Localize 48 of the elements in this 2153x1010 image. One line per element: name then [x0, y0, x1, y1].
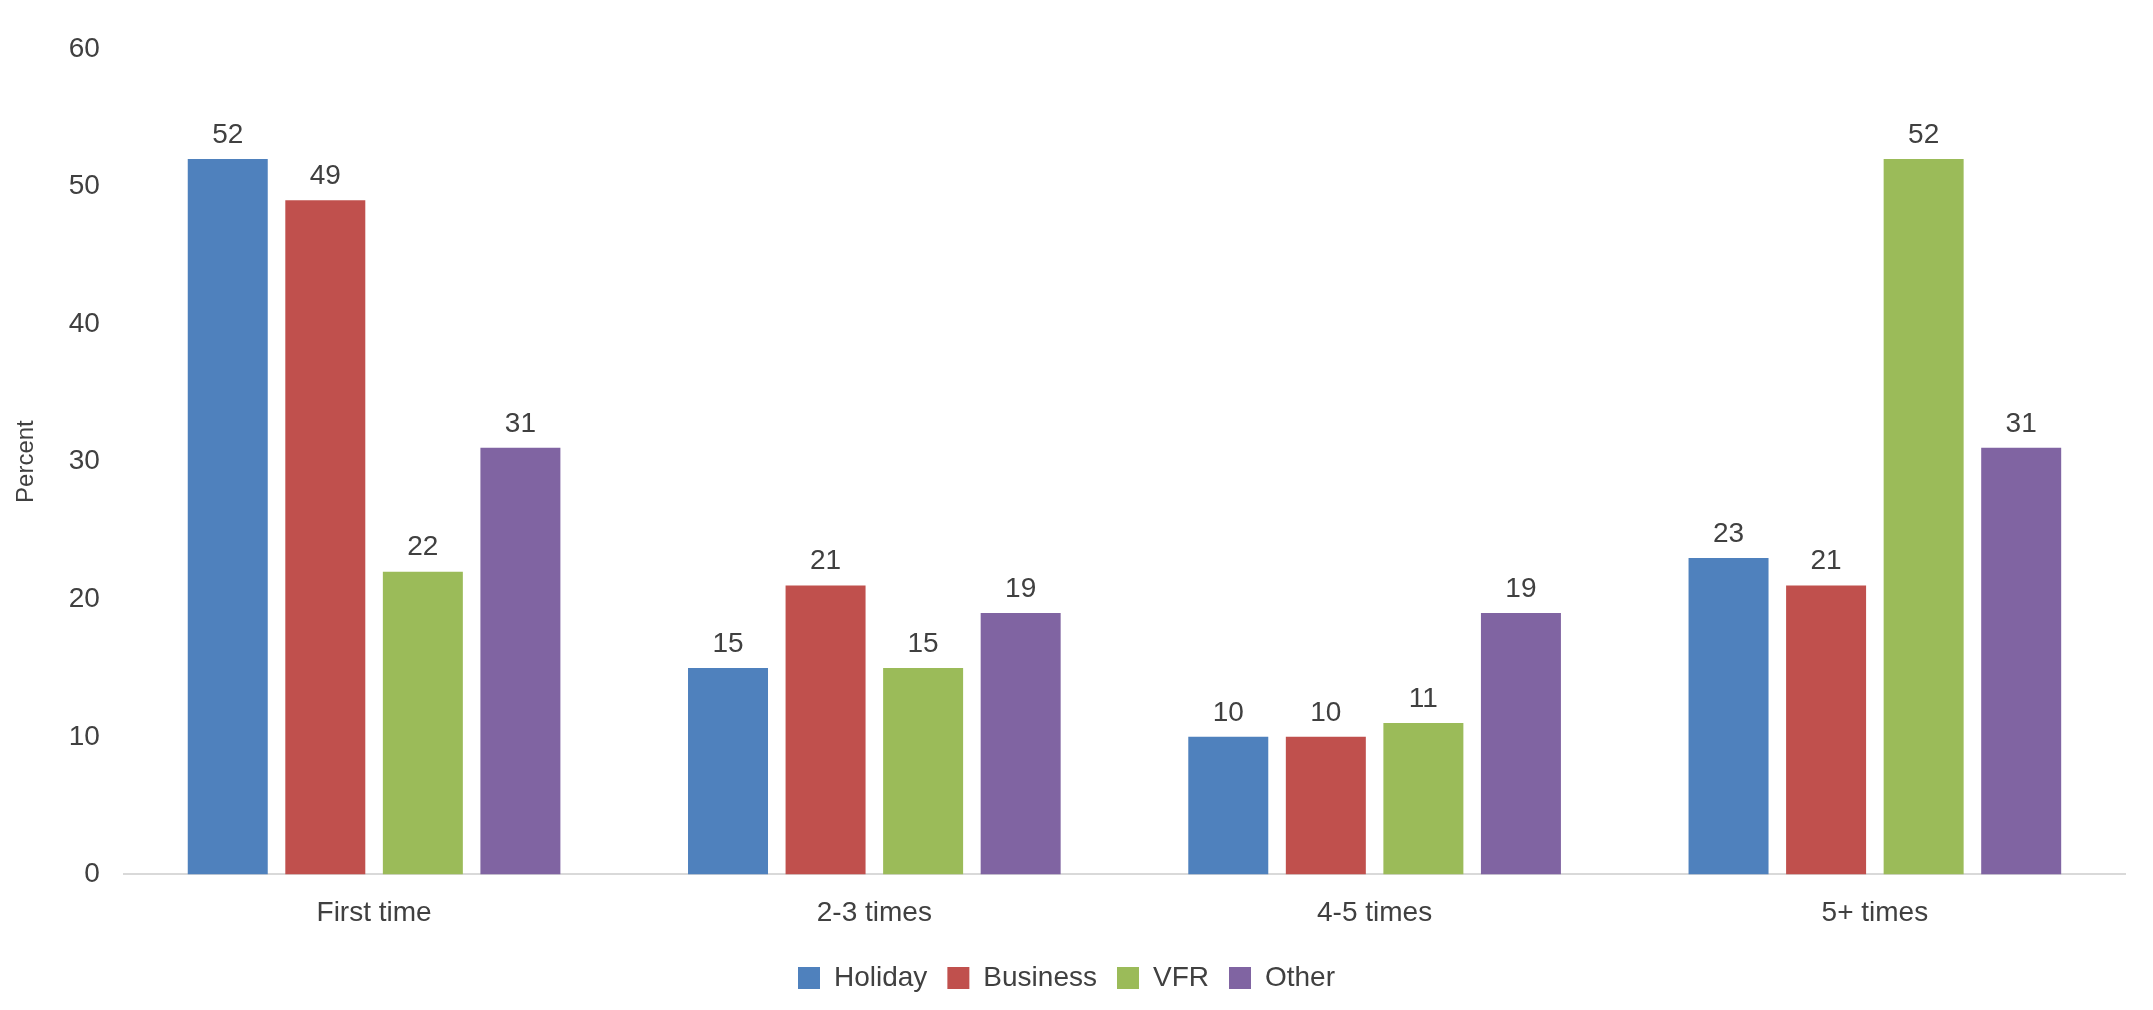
bar — [688, 668, 769, 875]
bar — [1480, 612, 1561, 875]
y-tick-label: 40 — [68, 306, 100, 338]
y-tick-label: 60 — [68, 31, 100, 63]
bar — [1981, 447, 2062, 875]
bar — [785, 585, 866, 875]
data-label: 31 — [504, 406, 536, 438]
bar — [980, 612, 1061, 875]
data-label: 10 — [1212, 695, 1244, 727]
bar — [1883, 158, 1964, 875]
bar — [1786, 585, 1867, 875]
legend-label: Other — [1264, 960, 1336, 992]
x-tick-label: 5+ times — [1821, 895, 1929, 927]
y-tick-label: 20 — [68, 581, 100, 613]
data-label: 19 — [1005, 571, 1037, 603]
x-tick-label: 2-3 times — [816, 895, 932, 927]
y-tick-label: 50 — [68, 169, 100, 201]
x-tick-label: 4-5 times — [1317, 895, 1433, 927]
bar — [1285, 736, 1366, 875]
legend-label: Business — [983, 960, 1097, 992]
data-label: 23 — [1712, 516, 1745, 548]
bar — [1383, 723, 1464, 875]
y-axis-title: Percent — [11, 419, 39, 503]
data-label: 19 — [1505, 571, 1537, 603]
bar — [285, 200, 366, 875]
bar — [1688, 557, 1769, 875]
bar — [883, 668, 964, 875]
y-tick-label: 10 — [68, 719, 100, 751]
data-label: 49 — [309, 158, 341, 190]
data-label: 52 — [212, 117, 244, 149]
data-label: 52 — [1908, 117, 1940, 149]
bar — [187, 158, 268, 875]
data-label: 31 — [2005, 406, 2037, 438]
bar — [382, 571, 463, 875]
data-label: 15 — [712, 626, 744, 658]
bar — [1188, 736, 1269, 875]
data-label: 22 — [407, 530, 439, 562]
x-tick-label: First time — [316, 895, 432, 927]
data-label: 11 — [1408, 681, 1438, 713]
data-label: 15 — [907, 626, 939, 658]
data-label: 21 — [1810, 544, 1842, 576]
y-tick-label: 0 — [84, 857, 100, 889]
data-label: 21 — [809, 544, 842, 576]
legend-label: Holiday — [833, 960, 928, 992]
legend-label: VFR — [1152, 960, 1209, 992]
y-tick-label: 30 — [68, 444, 100, 476]
bar — [480, 447, 561, 875]
data-label: 10 — [1310, 695, 1342, 727]
